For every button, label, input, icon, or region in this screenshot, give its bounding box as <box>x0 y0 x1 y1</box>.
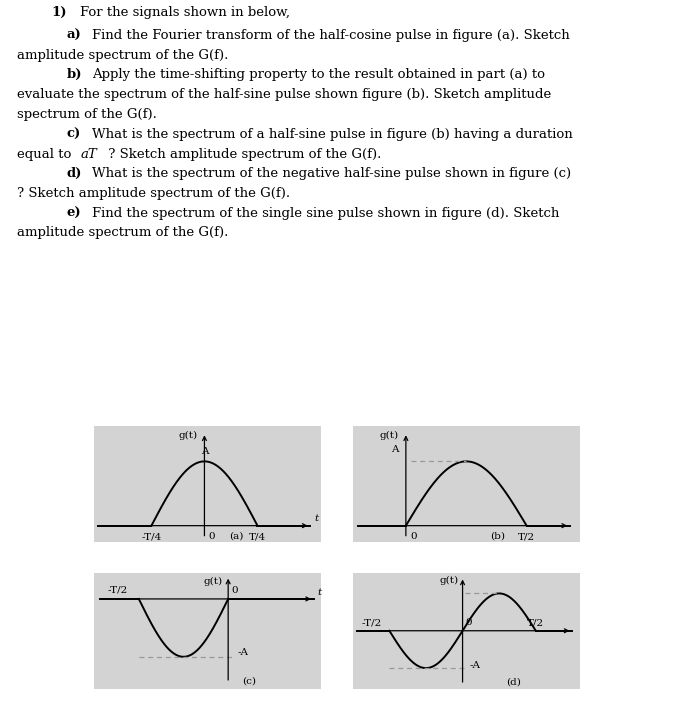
Text: (c): (c) <box>242 676 257 686</box>
Text: (a): (a) <box>229 531 243 541</box>
Text: 0: 0 <box>466 618 472 627</box>
Text: -A: -A <box>237 648 248 656</box>
Text: -A: -A <box>470 661 481 670</box>
Text: Find the Fourier transform of the half-cosine pulse in figure (a). Sketch: Find the Fourier transform of the half-c… <box>92 29 570 42</box>
Text: b): b) <box>67 69 82 82</box>
Text: equal to: equal to <box>17 147 76 161</box>
Text: -T/2: -T/2 <box>362 618 382 627</box>
Text: 1): 1) <box>51 6 67 19</box>
Text: a): a) <box>67 29 82 42</box>
Text: d): d) <box>67 167 82 180</box>
Text: -T/2: -T/2 <box>107 586 127 594</box>
Text: (b): (b) <box>490 531 505 541</box>
Text: g(t): g(t) <box>439 576 458 585</box>
Text: t: t <box>315 514 319 523</box>
Text: aT: aT <box>80 147 97 161</box>
Text: -T/4: -T/4 <box>141 532 161 541</box>
Text: 0: 0 <box>232 586 238 596</box>
Text: spectrum of the G(f).: spectrum of the G(f). <box>17 108 157 122</box>
Text: ? Sketch amplitude spectrum of the G(f).: ? Sketch amplitude spectrum of the G(f). <box>17 187 290 200</box>
Text: Find the spectrum of the single sine pulse shown in figure (d). Sketch: Find the spectrum of the single sine pul… <box>92 207 559 220</box>
Text: A: A <box>391 445 398 453</box>
Text: A: A <box>201 447 208 456</box>
Text: evaluate the spectrum of the half-sine pulse shown figure (b). Sketch amplitude: evaluate the spectrum of the half-sine p… <box>17 89 552 102</box>
Text: 0: 0 <box>208 532 215 541</box>
Text: What is the spectrum of the negative half-sine pulse shown in figure (c): What is the spectrum of the negative hal… <box>92 167 571 180</box>
Text: c): c) <box>67 128 81 141</box>
Text: What is the spectrum of a half-sine pulse in figure (b) having a duration: What is the spectrum of a half-sine puls… <box>92 128 573 141</box>
Text: amplitude spectrum of the G(f).: amplitude spectrum of the G(f). <box>17 227 228 240</box>
Text: g(t): g(t) <box>179 430 198 440</box>
Text: (d): (d) <box>507 678 521 686</box>
Text: 0: 0 <box>411 532 417 541</box>
Text: e): e) <box>67 207 81 220</box>
Text: T/2: T/2 <box>527 618 544 627</box>
Text: g(t): g(t) <box>204 577 223 586</box>
Text: For the signals shown in below,: For the signals shown in below, <box>80 6 289 19</box>
Text: Apply the time-shifting property to the result obtained in part (a) to: Apply the time-shifting property to the … <box>92 69 545 82</box>
Text: g(t): g(t) <box>379 430 398 440</box>
Text: T/4: T/4 <box>249 532 266 541</box>
Text: t: t <box>317 588 321 596</box>
Text: amplitude spectrum of the G(f).: amplitude spectrum of the G(f). <box>17 49 228 62</box>
Text: ? Sketch amplitude spectrum of the G(f).: ? Sketch amplitude spectrum of the G(f). <box>104 147 381 161</box>
Text: T/2: T/2 <box>518 532 535 541</box>
